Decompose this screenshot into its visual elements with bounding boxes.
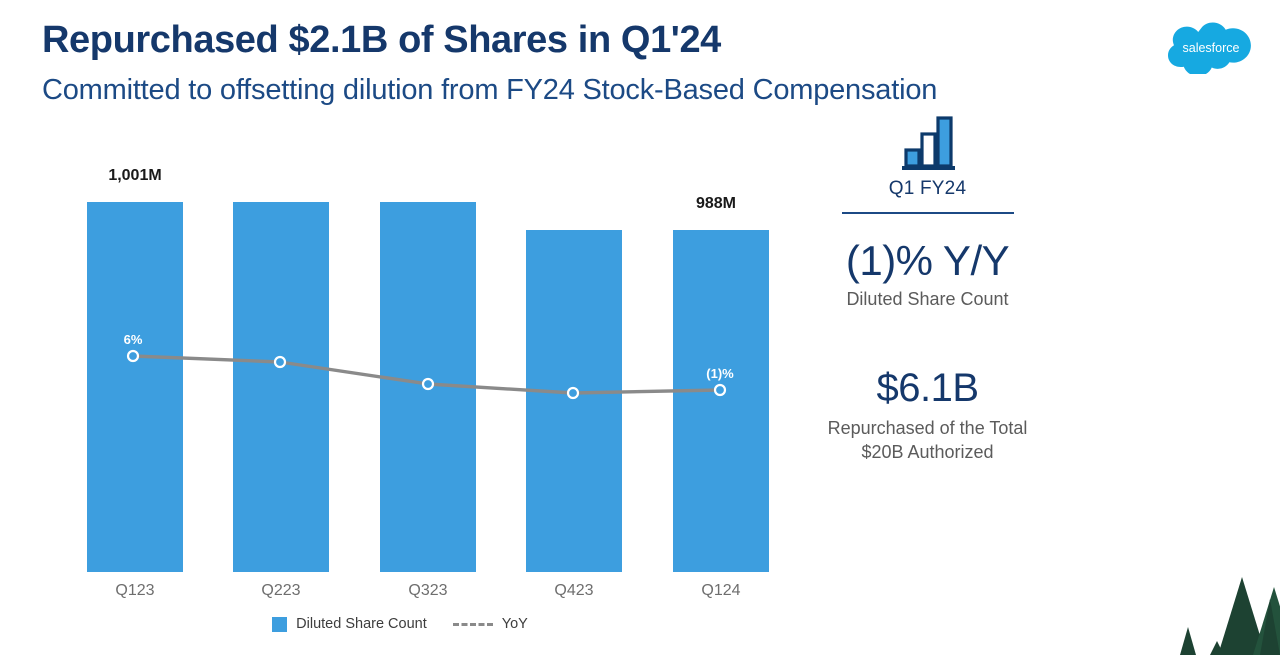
legend-swatch-icon	[272, 616, 288, 632]
stats-period-label: Q1 FY24	[888, 178, 967, 199]
x-tick-q223: Q223	[261, 582, 301, 599]
svg-text:salesforce: salesforce	[1183, 41, 1240, 55]
yoy-label-first: 6%	[123, 332, 143, 347]
legend-item-diluted-share-count: Diluted Share Count	[272, 616, 427, 632]
x-tick-q124: Q124	[701, 582, 741, 599]
bar-q124	[673, 230, 769, 572]
stats-panel: Q1 FY24 (1)% Y/Y Diluted Share Count $6.…	[810, 110, 1045, 465]
bar-value-label-q124: 988M	[695, 195, 737, 212]
bar-q223	[233, 202, 329, 572]
legend-label-yoy: YoY	[501, 616, 528, 632]
primary-metric-value: (1)% Y/Y	[845, 237, 1010, 284]
legend-item-yoy: YoY	[452, 616, 528, 632]
x-tick-q123: Q123	[115, 582, 155, 599]
bar-q123	[87, 202, 183, 572]
stats-divider	[841, 212, 1014, 214]
bar-q423	[526, 230, 622, 572]
bar-value-label-q123: 1,001M	[108, 167, 162, 184]
chart-legend: Diluted Share Count YoY	[0, 616, 800, 632]
page-subtitle: Committed to offsetting dilution from FY…	[42, 74, 938, 106]
tree-decoration-icon	[1120, 565, 1280, 655]
share-count-chart: 1,001M 988M 6% (1)% Q123 Q223 Q323 Q423 …	[0, 150, 800, 655]
salesforce-logo-icon: salesforce	[1168, 22, 1254, 74]
legend-dashed-line-icon	[452, 622, 493, 626]
x-tick-q423: Q423	[554, 582, 594, 599]
primary-metric-label: Diluted Share Count	[846, 289, 1009, 310]
secondary-metric-value: $6.1B	[876, 366, 979, 411]
chart-plot-area: 1,001M 988M 6% (1)%	[0, 150, 800, 580]
x-tick-q323: Q323	[408, 582, 448, 599]
legend-label-diluted-share-count: Diluted Share Count	[296, 616, 427, 632]
bar-chart-icon	[898, 110, 958, 172]
secondary-metric-label-line1: Repurchased of the Total	[827, 418, 1028, 439]
secondary-metric-label-line2: $20B Authorized	[861, 442, 994, 463]
yoy-label-last: (1)%	[706, 366, 734, 381]
page-title: Repurchased $2.1B of Shares in Q1'24	[42, 19, 721, 61]
yoy-line-series	[126, 349, 727, 400]
